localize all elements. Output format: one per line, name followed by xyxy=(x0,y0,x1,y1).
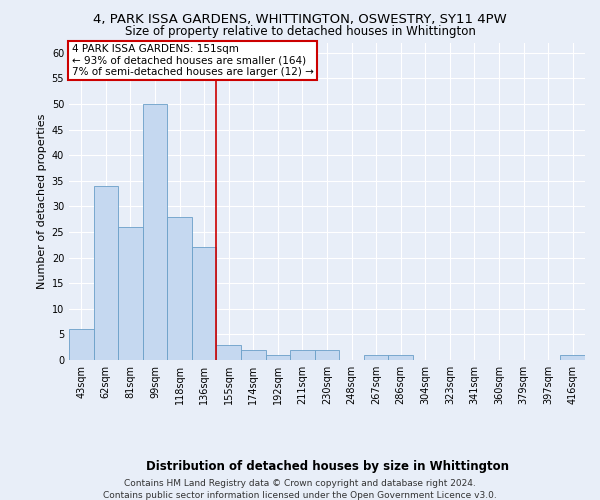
Bar xyxy=(315,350,339,360)
Bar xyxy=(167,216,192,360)
Bar xyxy=(290,350,315,360)
Text: Size of property relative to detached houses in Whittington: Size of property relative to detached ho… xyxy=(125,25,475,38)
Bar xyxy=(94,186,118,360)
Text: 4, PARK ISSA GARDENS, WHITTINGTON, OSWESTRY, SY11 4PW: 4, PARK ISSA GARDENS, WHITTINGTON, OSWES… xyxy=(93,12,507,26)
Y-axis label: Number of detached properties: Number of detached properties xyxy=(37,114,47,289)
Bar xyxy=(388,355,413,360)
Bar xyxy=(560,355,585,360)
Text: Contains HM Land Registry data © Crown copyright and database right 2024.: Contains HM Land Registry data © Crown c… xyxy=(124,479,476,488)
Bar xyxy=(364,355,388,360)
X-axis label: Distribution of detached houses by size in Whittington: Distribution of detached houses by size … xyxy=(146,460,509,473)
Bar xyxy=(217,344,241,360)
Bar xyxy=(266,355,290,360)
Bar xyxy=(192,248,217,360)
Bar xyxy=(241,350,266,360)
Bar xyxy=(69,330,94,360)
Bar xyxy=(118,227,143,360)
Bar xyxy=(143,104,167,360)
Text: 4 PARK ISSA GARDENS: 151sqm
← 93% of detached houses are smaller (164)
7% of sem: 4 PARK ISSA GARDENS: 151sqm ← 93% of det… xyxy=(71,44,313,78)
Text: Contains public sector information licensed under the Open Government Licence v3: Contains public sector information licen… xyxy=(103,491,497,500)
